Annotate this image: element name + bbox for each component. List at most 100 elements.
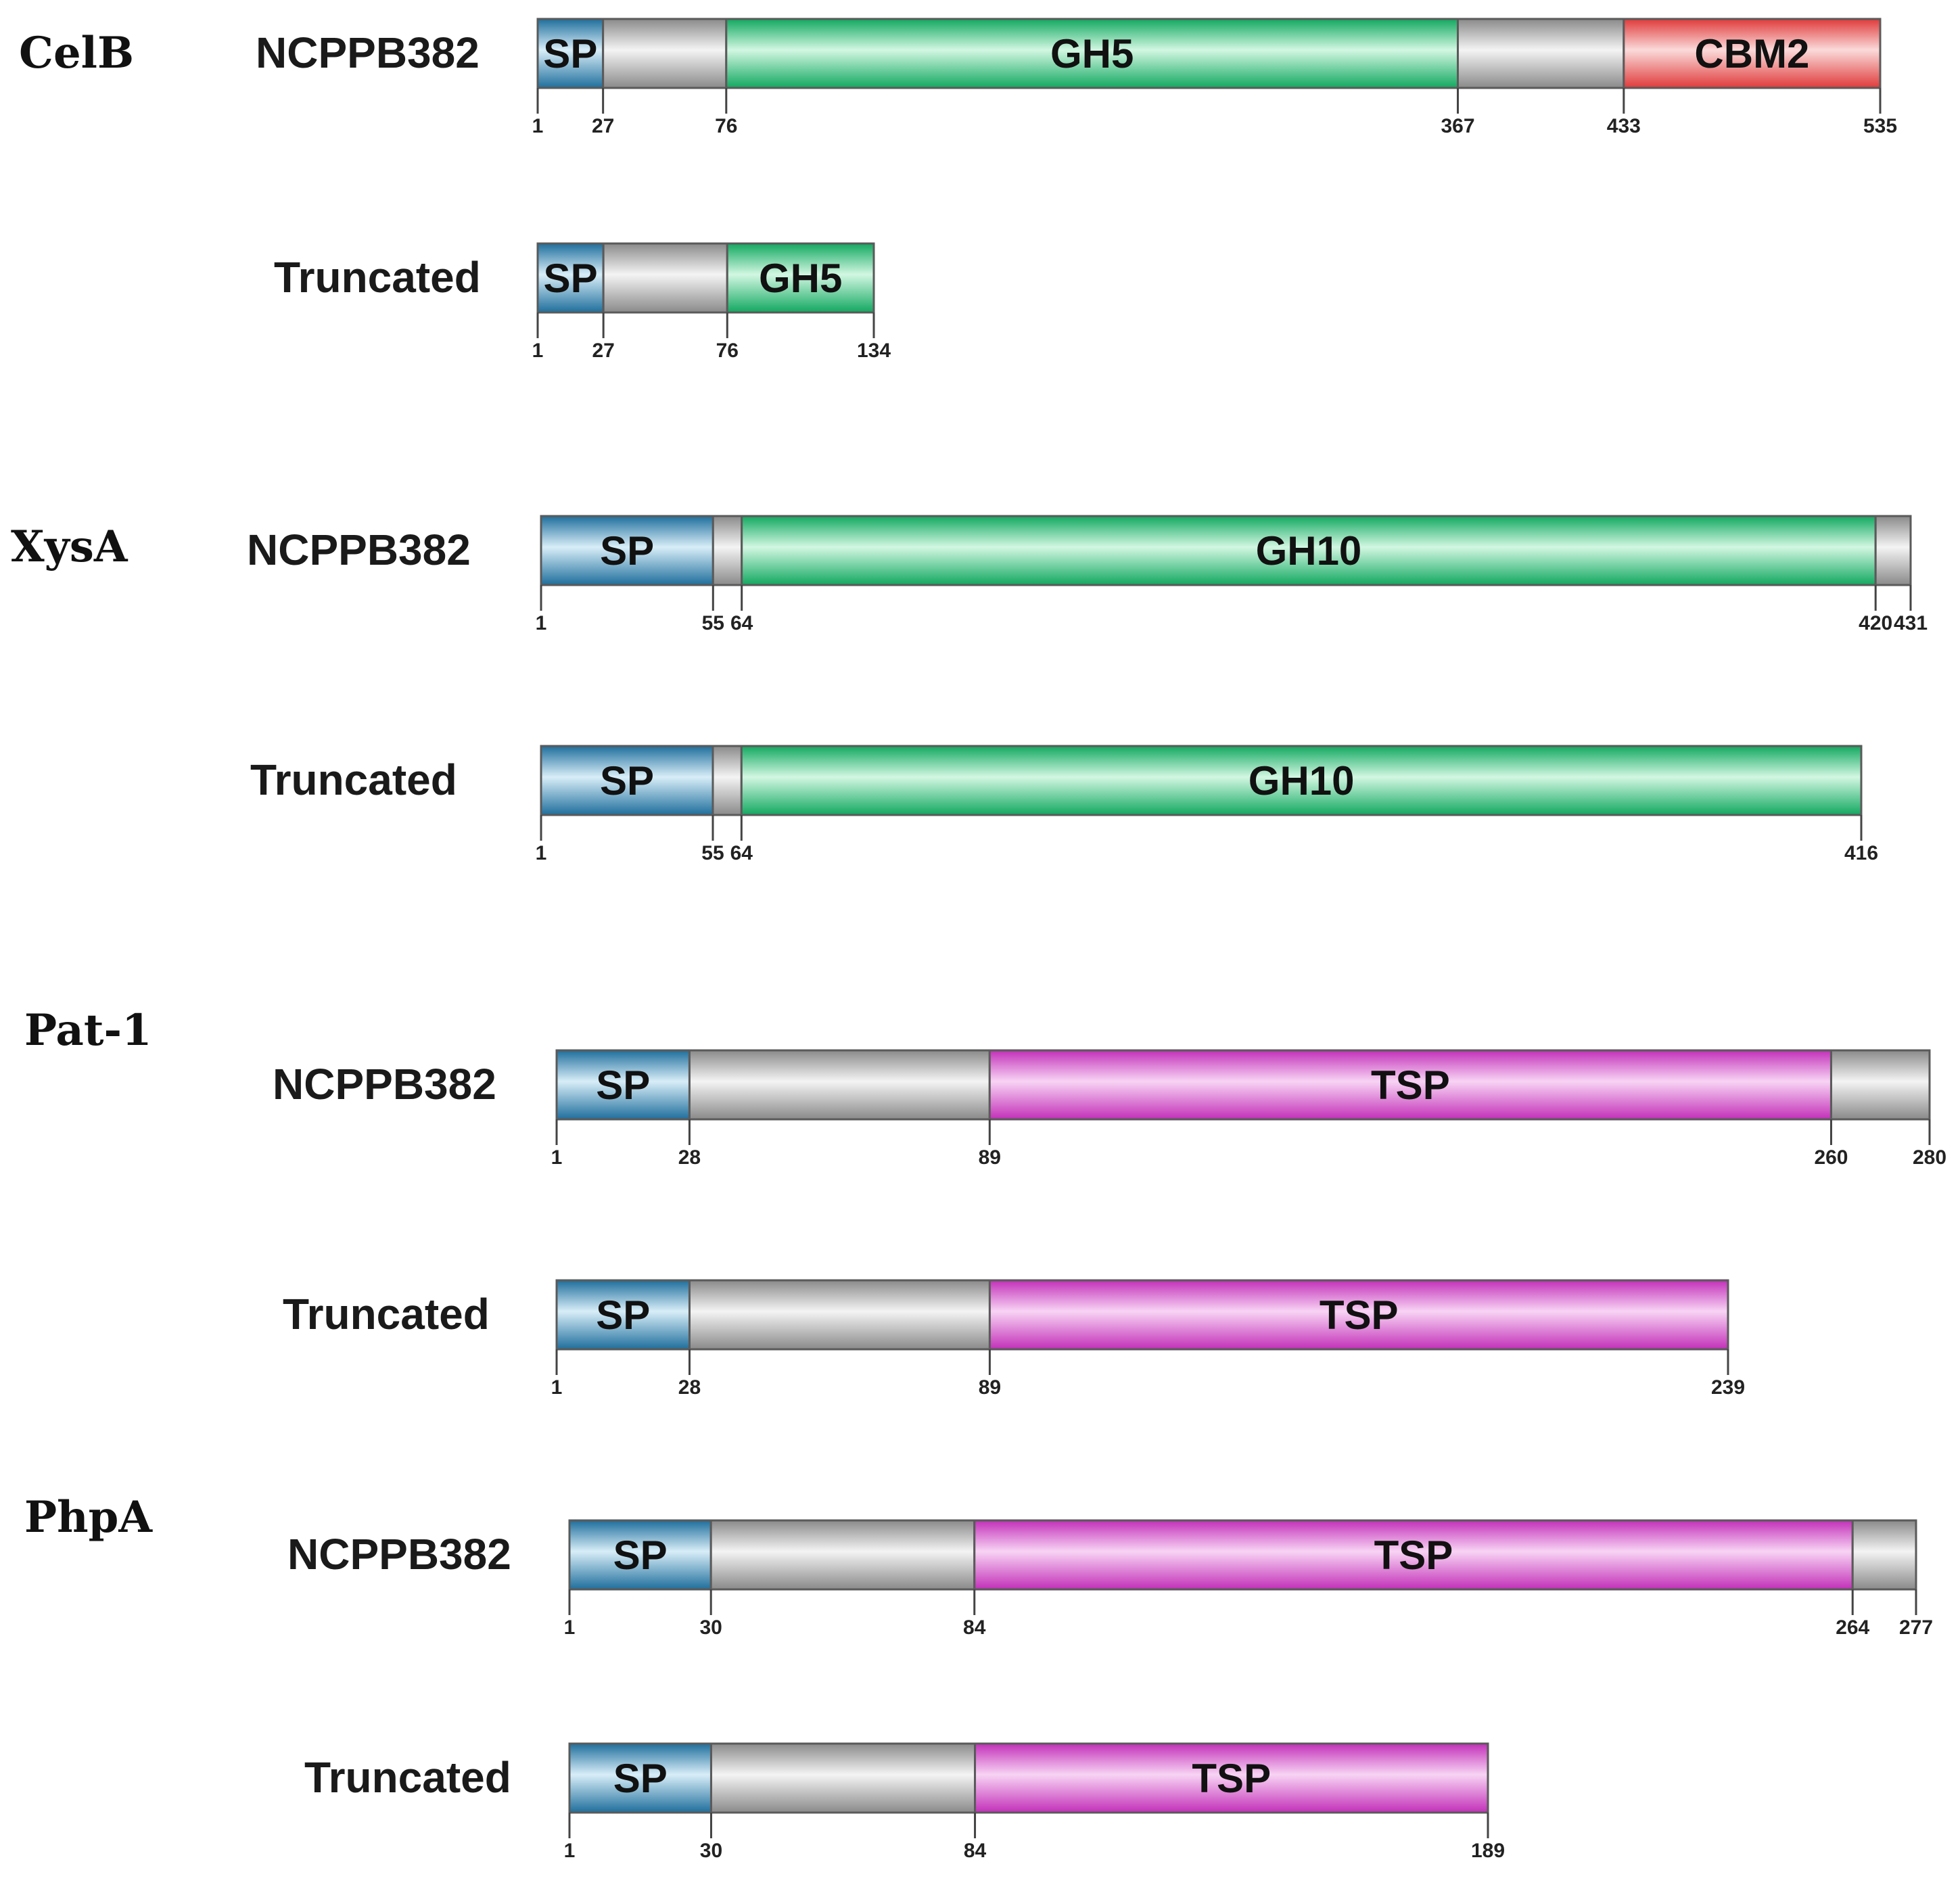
domain-gh bbox=[725, 18, 1460, 89]
domain-sp bbox=[555, 1279, 691, 1351]
domain-label: SP bbox=[600, 758, 654, 803]
tick-label: 134 bbox=[857, 340, 891, 362]
construct-label: NCPPB382 bbox=[256, 28, 480, 77]
tick-label: 260 bbox=[1814, 1146, 1848, 1169]
domain-gh bbox=[726, 242, 875, 314]
construct-label: Truncated bbox=[304, 1753, 511, 1802]
tick-label: 27 bbox=[592, 115, 614, 137]
domain-label: GH10 bbox=[1256, 528, 1362, 574]
domain-sp bbox=[536, 242, 605, 314]
domain-cbm bbox=[1623, 18, 1882, 89]
tick-label: 416 bbox=[1844, 842, 1878, 864]
tick-label: 1 bbox=[532, 340, 544, 362]
tick-label: 76 bbox=[716, 340, 739, 362]
construct-ncppb382: NCPPB382 SP GH10 1 55 64 420 431 bbox=[247, 515, 1928, 634]
tick-label: 30 bbox=[700, 1840, 722, 1862]
construct-label: Truncated bbox=[250, 755, 457, 804]
tick-label: 1 bbox=[564, 1616, 576, 1639]
tick-label: 420 bbox=[1859, 612, 1892, 634]
tick-label: 55 bbox=[702, 612, 724, 634]
construct-label: Truncated bbox=[274, 253, 481, 302]
construct-ncppb382: NCPPB382 SP TSP 1 28 89 260 280 bbox=[273, 1049, 1946, 1169]
domain-label: SP bbox=[544, 256, 598, 301]
protein-group-pat-1: Pat-1 NCPPB382 SP TSP 1 28 89 260 280 Truncated SP… bbox=[24, 1005, 1946, 1399]
domain-gh bbox=[740, 745, 1863, 816]
domain-linker bbox=[709, 1519, 976, 1591]
protein-name: CelB bbox=[19, 28, 134, 78]
tick-label: 264 bbox=[1836, 1616, 1869, 1639]
domain-linker bbox=[1851, 1519, 1917, 1591]
domain-linker bbox=[688, 1049, 991, 1121]
construct-label: Truncated bbox=[283, 1290, 490, 1338]
tick-label: 84 bbox=[964, 1840, 987, 1862]
tick-label: 76 bbox=[715, 115, 737, 137]
tick-label: 535 bbox=[1863, 115, 1897, 137]
construct-truncated: Truncated SP GH5 1 27 76 134 bbox=[274, 242, 891, 362]
domain-linker bbox=[688, 1279, 991, 1351]
tick-label: 27 bbox=[592, 340, 614, 362]
tick-label: 239 bbox=[1711, 1376, 1745, 1399]
domain-label: TSP bbox=[1374, 1533, 1453, 1578]
tick-label: 280 bbox=[1913, 1146, 1946, 1169]
domain-label: SP bbox=[600, 528, 654, 574]
tick-label: 189 bbox=[1471, 1840, 1505, 1862]
domain-linker bbox=[711, 515, 743, 586]
domain-label: CBM2 bbox=[1694, 31, 1809, 76]
domain-tsp bbox=[988, 1049, 1832, 1121]
domain-sp bbox=[555, 1049, 691, 1121]
domain-label: SP bbox=[543, 31, 597, 76]
tick-label: 1 bbox=[564, 1840, 576, 1862]
construct-label: NCPPB382 bbox=[287, 1530, 511, 1579]
tick-label: 64 bbox=[730, 612, 753, 634]
domain-linker bbox=[711, 745, 743, 816]
tick-label: 28 bbox=[678, 1376, 701, 1399]
domain-gh bbox=[741, 515, 1877, 586]
domain-linker bbox=[709, 1742, 977, 1814]
protein-group-xysa: XysA NCPPB382 SP GH10 1 55 64 420 431 Truncated SP… bbox=[11, 515, 1928, 864]
domain-sp bbox=[540, 515, 714, 586]
domain-sp bbox=[536, 18, 605, 89]
domain-sp bbox=[568, 1742, 712, 1814]
tick-label: 431 bbox=[1894, 612, 1928, 634]
tick-label: 55 bbox=[701, 842, 724, 864]
domain-label: GH5 bbox=[1050, 31, 1134, 76]
tick-label: 28 bbox=[678, 1146, 701, 1169]
domain-linker bbox=[1829, 1049, 1931, 1121]
tick-label: 1 bbox=[532, 115, 544, 137]
construct-label: NCPPB382 bbox=[273, 1060, 496, 1109]
tick-label: 277 bbox=[1899, 1616, 1933, 1639]
tick-label: 1 bbox=[536, 612, 547, 634]
domain-sp bbox=[540, 745, 714, 816]
domain-label: GH5 bbox=[759, 256, 842, 301]
domain-label: TSP bbox=[1320, 1292, 1399, 1338]
domain-linker bbox=[1874, 515, 1912, 586]
domain-label: TSP bbox=[1192, 1756, 1271, 1801]
construct-truncated: Truncated SP GH10 1 55 64 416 bbox=[250, 745, 1878, 864]
construct-ncppb382: NCPPB382 SP TSP 1 30 84 264 277 bbox=[287, 1519, 1933, 1639]
domain-linker bbox=[602, 242, 728, 314]
protein-name: PhpA bbox=[24, 1492, 153, 1543]
construct-truncated: Truncated SP TSP 1 28 89 239 bbox=[283, 1279, 1745, 1399]
domain-tsp bbox=[988, 1279, 1729, 1351]
domain-label: TSP bbox=[1371, 1063, 1450, 1108]
domain-linker bbox=[1457, 18, 1625, 89]
tick-label: 64 bbox=[730, 842, 753, 864]
protein-name: XysA bbox=[11, 521, 129, 572]
tick-label: 1 bbox=[551, 1376, 563, 1399]
domain-tsp bbox=[974, 1742, 1489, 1814]
domain-sp bbox=[568, 1519, 712, 1591]
construct-truncated: Truncated SP TSP 1 30 84 189 bbox=[304, 1742, 1505, 1862]
domain-label: SP bbox=[596, 1063, 650, 1108]
tick-label: 1 bbox=[536, 842, 547, 864]
domain-label: SP bbox=[613, 1756, 668, 1801]
tick-label: 30 bbox=[700, 1616, 722, 1639]
domain-label: SP bbox=[613, 1533, 668, 1578]
domain-tsp bbox=[973, 1519, 1854, 1591]
tick-label: 89 bbox=[979, 1146, 1001, 1169]
domain-linker bbox=[602, 18, 728, 89]
tick-label: 1 bbox=[551, 1146, 563, 1169]
protein-group-celb: CelB NCPPB382 SP GH5 CBM2 1 27 76 367 433 535 Trunc… bbox=[19, 18, 1897, 362]
tick-label: 84 bbox=[963, 1616, 986, 1639]
